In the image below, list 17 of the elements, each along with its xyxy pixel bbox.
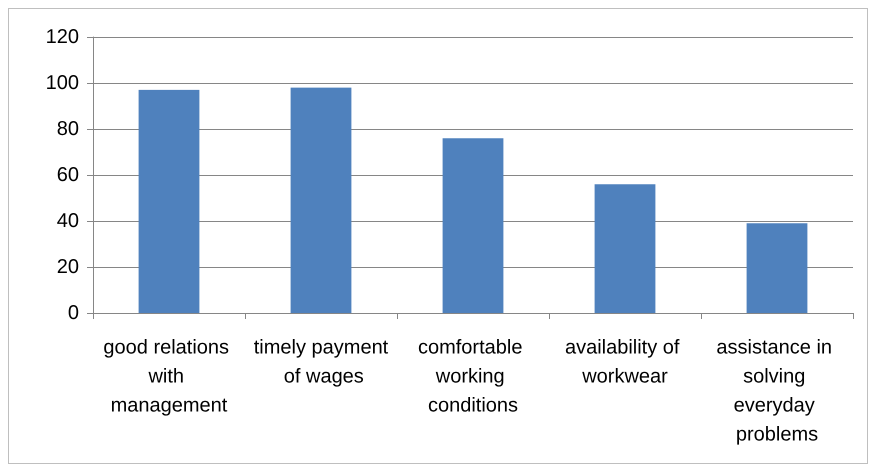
y-tick-label: 0 [68, 302, 79, 324]
x-tick-label: availability of workwear [564, 336, 686, 388]
y-tick-label: 40 [56, 210, 79, 232]
bar [594, 184, 656, 313]
bar [138, 90, 200, 313]
y-tick-label: 20 [56, 256, 79, 278]
y-tick-label: 100 [46, 72, 79, 94]
x-tick-label: good relations with management [103, 336, 235, 416]
y-tick-label: 60 [56, 164, 79, 186]
x-tick-label: assistance in solving everyday problems [716, 336, 838, 446]
x-tick-label: comfortable working conditions [418, 336, 528, 416]
y-tick-label: 120 [46, 26, 79, 48]
y-tick-label: 80 [56, 118, 79, 140]
bar [746, 223, 808, 313]
bar [290, 88, 352, 313]
x-tick-label: timely payment of wages [254, 336, 389, 388]
bar [442, 138, 504, 313]
